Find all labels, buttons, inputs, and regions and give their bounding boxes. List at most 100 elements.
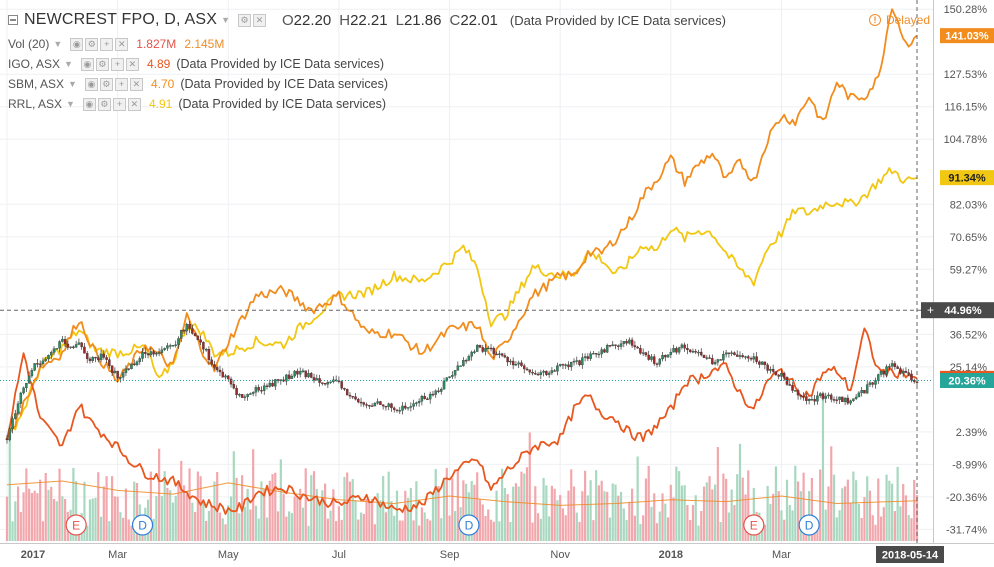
add-icon[interactable]: + — [100, 37, 114, 51]
volume-bar — [785, 479, 789, 541]
close-icon[interactable]: ✕ — [125, 57, 139, 71]
compare-symbol-label[interactable]: RRL, ASX — [8, 97, 63, 111]
volume-label[interactable]: Vol (20) — [8, 37, 50, 51]
dropdown-arrow-icon[interactable]: ▼ — [68, 79, 77, 89]
delayed-info-icon[interactable]: ! — [868, 14, 881, 26]
volume-ma-value: 2.145M — [184, 37, 225, 51]
candle-body — [5, 438, 9, 441]
settings-gear-icon[interactable]: ⚙ — [97, 97, 111, 111]
volume-bar — [252, 449, 255, 541]
y-tick-label: 70.65% — [950, 232, 988, 244]
volume-bar — [238, 513, 241, 541]
candle-body — [534, 373, 537, 375]
volume-bar — [855, 480, 858, 541]
volume-bar — [520, 471, 523, 541]
candle-body — [794, 390, 797, 392]
candle-body — [522, 365, 526, 370]
volume-bar — [133, 481, 136, 541]
dividend-marker-icon[interactable] — [798, 514, 820, 536]
price-scale-background — [933, 0, 994, 543]
volume-bar — [589, 480, 592, 541]
candle-body — [467, 356, 471, 361]
volume-bar — [578, 521, 581, 541]
volume-bar — [675, 466, 678, 541]
candle-body — [132, 363, 136, 366]
candle-body — [274, 379, 277, 387]
dropdown-arrow-icon[interactable]: ▼ — [53, 39, 63, 49]
dropdown-arrow-icon[interactable]: ▼ — [64, 59, 73, 69]
volume-bar — [843, 486, 847, 541]
candle-body — [899, 368, 902, 374]
candle-body — [384, 405, 388, 408]
candle-body — [711, 358, 714, 365]
volume-bar — [653, 493, 656, 541]
candle-body — [287, 374, 291, 379]
close-icon[interactable]: ✕ — [115, 37, 129, 51]
add-icon[interactable]: + — [114, 77, 128, 91]
candle-body — [171, 345, 175, 347]
close-icon[interactable]: ✕ — [129, 77, 143, 91]
last-value-label: 20.36% — [948, 376, 986, 388]
settings-gear-icon[interactable]: ⚙ — [99, 77, 113, 91]
igo-line — [6, 327, 918, 515]
add-icon[interactable]: + — [110, 57, 124, 71]
earnings-marker-icon[interactable] — [65, 514, 87, 536]
candle-body — [130, 363, 133, 370]
volume-bar — [860, 517, 863, 541]
candle-body — [290, 375, 294, 379]
volume-bar — [429, 520, 432, 541]
compare-symbol-label[interactable]: SBM, ASX — [8, 77, 65, 91]
dividend-marker-icon[interactable] — [458, 514, 480, 536]
compare-symbol-label[interactable]: IGO, ASX — [8, 57, 61, 71]
volume-bar — [877, 478, 880, 541]
volume-bar — [346, 472, 349, 541]
add-icon[interactable]: + — [927, 303, 934, 317]
volume-bar — [83, 481, 86, 541]
delayed-indicator[interactable]: ! Delayed — [868, 13, 930, 27]
volume-bar — [868, 490, 872, 541]
price-scale[interactable]: 150.28% 127.53% 116.15% 104.78% 82.03% 70.65%… — [921, 0, 994, 543]
close-icon[interactable]: ✕ — [253, 13, 266, 27]
time-scale[interactable]: 2017 Mar May Jul Sep Nov 2018 Mar 2018-05-14 — [0, 543, 994, 564]
eye-icon[interactable]: ◉ — [70, 37, 84, 51]
eye-icon[interactable]: ◉ — [82, 97, 96, 111]
close-label: C — [449, 11, 461, 29]
settings-gear-icon[interactable]: ⚙ — [238, 13, 251, 27]
candle-body — [215, 367, 219, 371]
candle-body — [149, 351, 153, 356]
volume-bar — [661, 493, 664, 541]
eye-icon[interactable]: ◉ — [80, 57, 94, 71]
candle-body — [799, 395, 803, 397]
volume-bar — [213, 481, 216, 541]
volume-bar — [260, 481, 263, 541]
candle-body — [265, 385, 269, 387]
dividend-marker-icon[interactable] — [131, 514, 154, 536]
dropdown-arrow-icon[interactable]: ▼ — [221, 15, 230, 25]
candle-body — [830, 394, 833, 400]
eye-icon[interactable]: ◉ — [84, 77, 98, 91]
candle-body — [592, 353, 595, 355]
candle-body — [47, 355, 50, 360]
volume-bar — [697, 525, 700, 541]
high-value: 22.21 — [350, 11, 388, 29]
y-tick-label: 150.28% — [944, 4, 988, 16]
volume-bar — [169, 490, 172, 541]
add-icon[interactable]: + — [112, 97, 126, 111]
volume-ma-line — [6, 480, 918, 506]
candle-body — [431, 393, 435, 396]
settings-gear-icon[interactable]: ⚙ — [95, 57, 109, 71]
candle-body — [702, 354, 706, 358]
volume-bar — [802, 472, 805, 541]
candle-body — [345, 389, 349, 396]
volume-bar — [686, 505, 689, 541]
collapse-box-icon[interactable] — [8, 15, 18, 25]
symbol-title[interactable]: NEWCREST FPO, D, ASX — [24, 11, 218, 28]
dropdown-arrow-icon[interactable]: ▼ — [66, 99, 75, 109]
settings-gear-icon[interactable]: ⚙ — [85, 37, 99, 51]
candle-body — [144, 351, 147, 354]
candle-body — [301, 370, 305, 372]
earnings-marker-icon[interactable] — [743, 514, 765, 536]
close-icon[interactable]: ✕ — [127, 97, 141, 111]
